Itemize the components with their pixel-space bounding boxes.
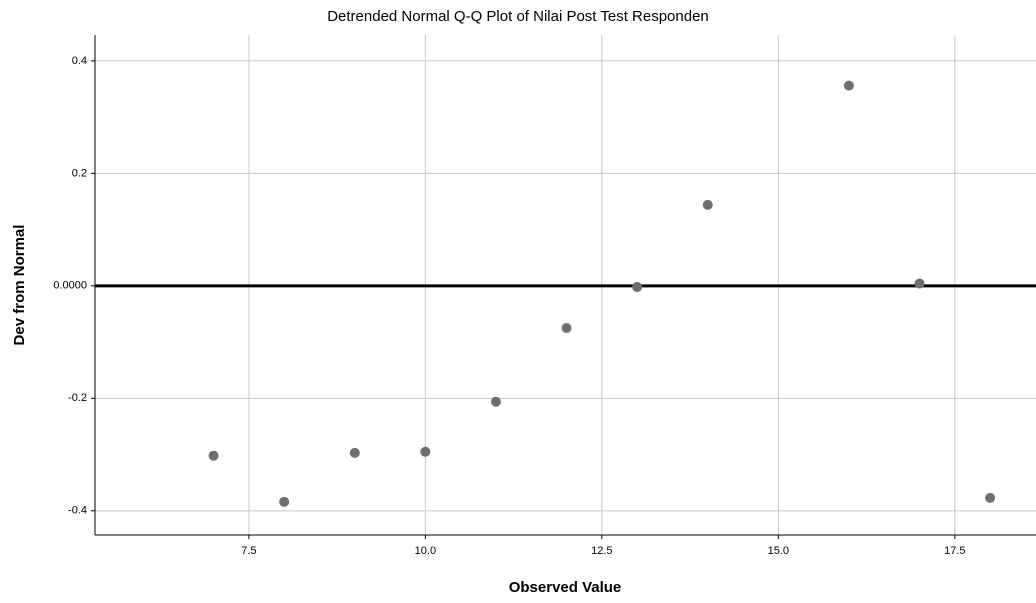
point — [208, 450, 219, 461]
point — [349, 447, 360, 458]
x-tick-label: 12.5 — [591, 545, 612, 557]
point — [914, 278, 925, 289]
point — [985, 492, 996, 503]
y-tick-label: 0.2 — [72, 167, 87, 179]
x-axis-label: Observed Value — [509, 579, 622, 596]
point — [632, 281, 643, 292]
y-tick-label: 0.0000 — [53, 280, 87, 292]
y-tick-label: 0.4 — [72, 55, 87, 67]
x-tick-label: 7.5 — [241, 545, 256, 557]
point — [279, 496, 290, 507]
y-tick-label: -0.2 — [68, 392, 87, 404]
point — [702, 199, 713, 210]
y-axis-label: Dev from Normal — [11, 225, 28, 346]
y-tick-label: -0.4 — [68, 505, 87, 517]
point — [490, 396, 501, 407]
point — [561, 323, 572, 334]
x-tick-label: 10.0 — [415, 545, 436, 557]
x-tick-label: 17.5 — [944, 545, 965, 557]
x-tick-label: 15.0 — [768, 545, 789, 557]
point — [420, 446, 431, 457]
chart-title: Detrended Normal Q-Q Plot of Nilai Post … — [327, 8, 709, 25]
point — [843, 80, 854, 91]
